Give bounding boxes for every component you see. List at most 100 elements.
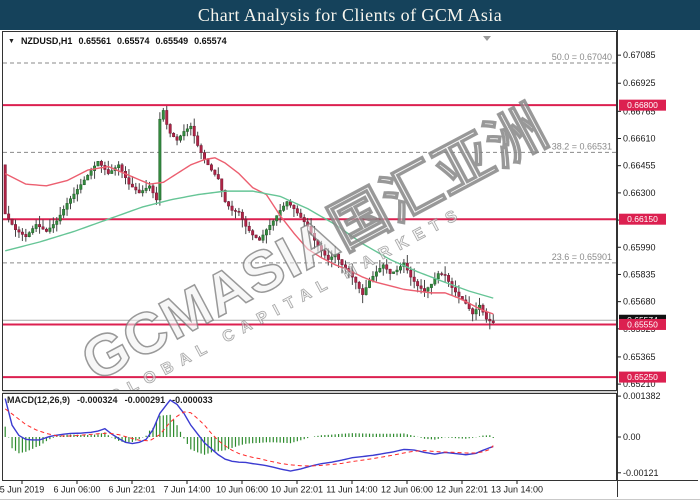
candle-body xyxy=(368,280,371,288)
candle-body xyxy=(419,285,423,289)
time-axis-label: 7 Jun 14:00 xyxy=(163,485,210,495)
level-price-badge xyxy=(619,371,666,383)
price-axis-label: 0.66610 xyxy=(623,133,656,143)
candle-body xyxy=(189,125,193,130)
candle-body xyxy=(433,278,437,285)
candle-body xyxy=(337,254,341,260)
candle-body xyxy=(89,170,93,176)
candle-body xyxy=(457,291,461,297)
candle-body xyxy=(14,224,17,230)
candle-body xyxy=(62,209,66,216)
page-title: Chart Analysis for Clients of GCM Asia xyxy=(197,5,503,25)
candle-body xyxy=(488,318,492,322)
candle-body xyxy=(399,266,402,271)
level-price-badge-text: 0.66150 xyxy=(627,214,658,224)
quote-open: 0.65561 xyxy=(78,36,111,46)
candle-body xyxy=(302,217,306,223)
price-axis-label: 0.66925 xyxy=(623,78,656,88)
candle-body xyxy=(96,161,100,167)
macd-value-signal: -0.000291 xyxy=(124,395,166,405)
candle-body xyxy=(82,179,86,185)
candle-body xyxy=(3,164,7,215)
candle-body xyxy=(395,269,399,273)
quote-high: 0.65574 xyxy=(117,36,150,46)
candle-body xyxy=(79,184,83,190)
candle-body xyxy=(388,268,392,274)
time-axis-label: 5 Jun 2019 xyxy=(0,485,44,495)
candle-body xyxy=(251,230,255,236)
ma-line-green xyxy=(5,190,494,299)
candle-body xyxy=(179,135,182,141)
candle-body xyxy=(330,256,334,260)
level-price-badge xyxy=(619,318,666,330)
price-axis-label: 0.65365 xyxy=(623,352,656,362)
candle-body xyxy=(282,205,286,211)
candle-body xyxy=(423,288,426,292)
candle-body xyxy=(323,250,327,256)
candle-body xyxy=(289,201,292,206)
quote-low: 0.65549 xyxy=(155,36,189,46)
macd-value-main: -0.000324 xyxy=(77,395,118,405)
candle-body xyxy=(275,215,279,222)
candle-body xyxy=(86,175,90,181)
candle-body xyxy=(374,271,378,277)
level-price-badge-text: 0.65550 xyxy=(627,319,658,329)
fib-level-label: 50.0 = 0.67040 xyxy=(552,52,612,62)
candle-body xyxy=(117,164,121,168)
chart-marker-icon[interactable] xyxy=(483,36,491,41)
candle-body xyxy=(51,224,55,229)
price-axis-label: 0.66765 xyxy=(623,106,656,116)
candle-body xyxy=(24,234,28,237)
time-axis-label: 6 Jun 22:01 xyxy=(108,485,155,495)
time-axis-label: 12 Jun 22:01 xyxy=(436,485,488,495)
symbol-quote-row[interactable]: ▼ NZDUSD,H1 0.65561 0.65574 0.65549 0.65… xyxy=(8,36,227,46)
candle-body xyxy=(392,271,396,274)
candle-body xyxy=(426,287,430,292)
price-axis-label: 0.65210 xyxy=(623,379,656,389)
candle-body xyxy=(58,214,62,222)
candle-body xyxy=(234,210,237,212)
candle-body xyxy=(412,276,416,282)
price-axis-label: 0.65990 xyxy=(623,242,656,252)
candle-body xyxy=(237,211,241,213)
candle-body xyxy=(357,282,361,289)
candle-body xyxy=(75,189,79,195)
price-axis-label: 0.67085 xyxy=(623,50,656,60)
candle-body xyxy=(340,259,344,266)
main-chart-border xyxy=(2,31,617,391)
candle-body xyxy=(31,228,35,233)
candle-body xyxy=(182,131,186,137)
candle-body xyxy=(409,269,413,278)
price-axis-label: 0.65680 xyxy=(623,297,656,307)
level-price-badge-text: 0.66800 xyxy=(627,100,658,110)
candle-body xyxy=(440,273,444,275)
candle-body xyxy=(69,198,72,204)
candle-body xyxy=(216,174,220,180)
panel-splitter[interactable] xyxy=(2,391,617,394)
macd-value-histogram: -0.000033 xyxy=(172,395,213,405)
candle-body xyxy=(141,190,145,194)
macd-axis-label: -0.00121 xyxy=(623,468,659,478)
candle-body xyxy=(144,187,148,191)
candle-body xyxy=(134,186,138,191)
candle-body xyxy=(34,224,38,229)
candle-body xyxy=(154,192,158,201)
chevron-down-icon[interactable]: ▼ xyxy=(8,37,15,45)
fib-level-label: 23.6 = 0.65901 xyxy=(552,252,612,262)
candle-body xyxy=(416,281,420,287)
time-axis-label: 13 Jun 14:00 xyxy=(491,485,543,495)
candle-body xyxy=(148,185,152,189)
candle-body xyxy=(285,201,289,207)
candle-body xyxy=(72,193,76,199)
candle-body xyxy=(151,185,155,194)
candle-body xyxy=(313,232,316,241)
candle-body xyxy=(326,254,330,260)
macd-signal-line xyxy=(4,408,494,467)
candle-body xyxy=(484,311,488,320)
candle-body xyxy=(474,309,478,315)
time-axis-label: 11 Jun 14:00 xyxy=(326,485,377,495)
candle-body xyxy=(258,237,261,241)
candle-body xyxy=(443,274,447,276)
